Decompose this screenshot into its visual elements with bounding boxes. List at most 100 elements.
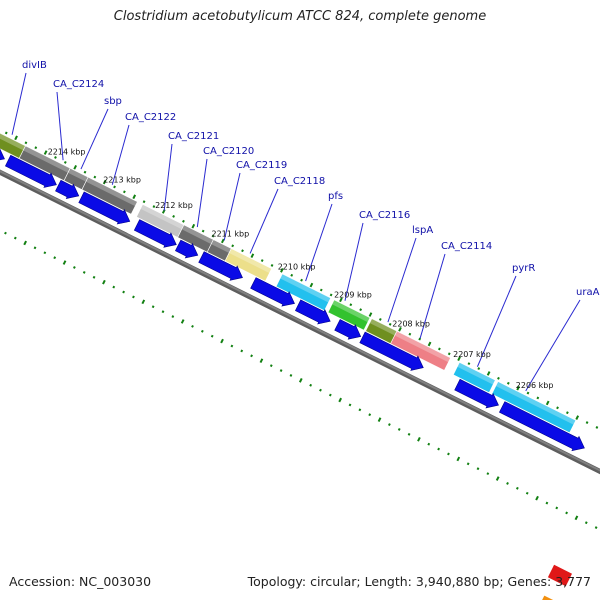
gene-label-ca_c2118: CA_C2118 — [274, 176, 325, 187]
tick-dot-outer — [457, 356, 461, 362]
cds-arrow — [498, 401, 585, 452]
tick-dot-outer — [122, 190, 126, 194]
tick-dot-outer — [241, 249, 244, 253]
tick-dot-inner — [377, 417, 382, 422]
tick-dot-inner — [447, 452, 450, 456]
tick-dot-outer — [54, 156, 57, 159]
tick-dot-outer — [132, 194, 137, 200]
tick-dot-inner — [309, 383, 313, 387]
gene-segment-uraa — [491, 381, 577, 434]
tick-dot-inner — [338, 397, 343, 403]
tick-label: 2214 kbp — [48, 148, 86, 157]
genome-summary: Topology: circular; Length: 3,940,880 bp… — [247, 574, 591, 589]
tick-dot-inner — [319, 388, 322, 392]
tick-dot-inner — [466, 462, 470, 466]
gene-segment-highlight — [140, 204, 184, 230]
gene-label-ca_c2119: CA_C2119 — [236, 160, 287, 171]
tick-dot-inner — [427, 442, 431, 446]
tick-dot-outer — [526, 391, 530, 395]
tick-dot-inner — [328, 393, 332, 397]
backbone-highlight — [0, 170, 600, 472]
tick-dot-outer — [290, 273, 294, 277]
tick-dot-outer — [497, 376, 500, 380]
gene-segment-highlight — [332, 299, 370, 323]
tick-dot-outer — [113, 185, 116, 189]
gene-segment-highlight — [0, 133, 26, 151]
tick-dot-outer — [34, 146, 38, 150]
gene-label-divib: divIB — [22, 60, 47, 71]
tick-dot-outer — [231, 244, 235, 248]
tick-dot-inner — [565, 511, 568, 515]
tick-dot-outer — [43, 150, 48, 155]
tick-dot-inner — [250, 354, 253, 358]
tick-dot-inner — [259, 358, 264, 364]
leader-line — [111, 124, 130, 185]
tick-dot-outer — [329, 293, 333, 297]
tick-dot-inner — [456, 456, 461, 462]
gene-segment-highlight — [181, 224, 214, 245]
tick-dot-inner — [210, 334, 214, 338]
gene-segment-highlight — [229, 248, 272, 274]
gene-label-sbp: sbp — [104, 96, 122, 107]
tick-dot-inner — [200, 329, 204, 333]
gene-segment-highlight — [23, 145, 71, 173]
cds-arrow — [78, 191, 131, 225]
tick-dot-outer — [447, 352, 451, 356]
cds-arrow — [198, 251, 243, 281]
tick-dot-outer — [349, 303, 353, 307]
tick-dot-inner — [388, 423, 391, 426]
gene-segment-pyrr — [452, 361, 496, 394]
tick-dot-inner — [358, 408, 362, 412]
tick-dot-outer — [506, 381, 510, 385]
tick-dot-inner — [397, 428, 401, 431]
tick-dot-outer — [24, 141, 28, 145]
gene-label-ca_c2124: CA_C2124 — [53, 79, 104, 90]
gene-label-ca_c2121: CA_C2121 — [168, 131, 219, 142]
tick-dot-outer — [556, 406, 559, 410]
tick-dot-inner — [230, 344, 234, 348]
tick-dot-outer — [438, 347, 441, 351]
tick-dot-inner — [437, 447, 441, 451]
tick-dot-outer — [359, 308, 363, 312]
tick-dot-outer — [270, 264, 274, 267]
tick-label: 2210 kbp — [278, 262, 316, 271]
cds-arrow — [294, 299, 331, 325]
tick-dot-inner — [141, 299, 146, 305]
tick-dot-outer — [280, 268, 284, 273]
tick-dot-outer — [182, 219, 185, 223]
tick-dot-inner — [92, 275, 96, 279]
tick-dot-outer — [63, 160, 67, 164]
tick-dot-outer — [211, 234, 215, 238]
gene-segment-ca_c2118 — [224, 248, 273, 282]
tick-dot-inner — [161, 310, 165, 314]
leader-line — [196, 158, 208, 228]
tick-dot-outer — [575, 415, 580, 420]
tick-dot-outer — [142, 200, 146, 204]
tick-dot-outer — [408, 332, 412, 336]
tick-label: 2211 kbp — [212, 229, 250, 238]
cds-arrow — [334, 319, 362, 340]
tick-dot-inner — [53, 256, 57, 260]
leader-line — [525, 299, 581, 392]
tick-label: 2208 kbp — [392, 319, 430, 328]
leader-line — [163, 143, 173, 211]
leader-line — [476, 275, 517, 367]
gene-segment-highlight — [85, 177, 138, 207]
tick-dot-inner — [545, 501, 549, 505]
tick-dot-outer — [250, 253, 255, 258]
gene-label-ca_c2122: CA_C2122 — [125, 112, 176, 123]
gene-label-ca_c2116: CA_C2116 — [359, 210, 410, 221]
cds-arrow — [250, 277, 295, 307]
tick-dot-inner — [289, 374, 293, 377]
gene-label-pyrr: pyrR — [512, 263, 535, 274]
tick-dot-outer — [378, 318, 382, 321]
tick-dot-inner — [82, 270, 86, 274]
tick-dot-outer — [477, 367, 481, 370]
tick-dot-outer — [220, 238, 225, 244]
gene-segment-ca_c2114 — [390, 330, 452, 371]
tick-dot-outer — [398, 326, 402, 332]
cds-arrow — [174, 239, 199, 259]
tick-dot-inner — [171, 315, 175, 318]
tick-dot-inner — [151, 305, 155, 309]
tick-dot-outer — [300, 278, 303, 282]
